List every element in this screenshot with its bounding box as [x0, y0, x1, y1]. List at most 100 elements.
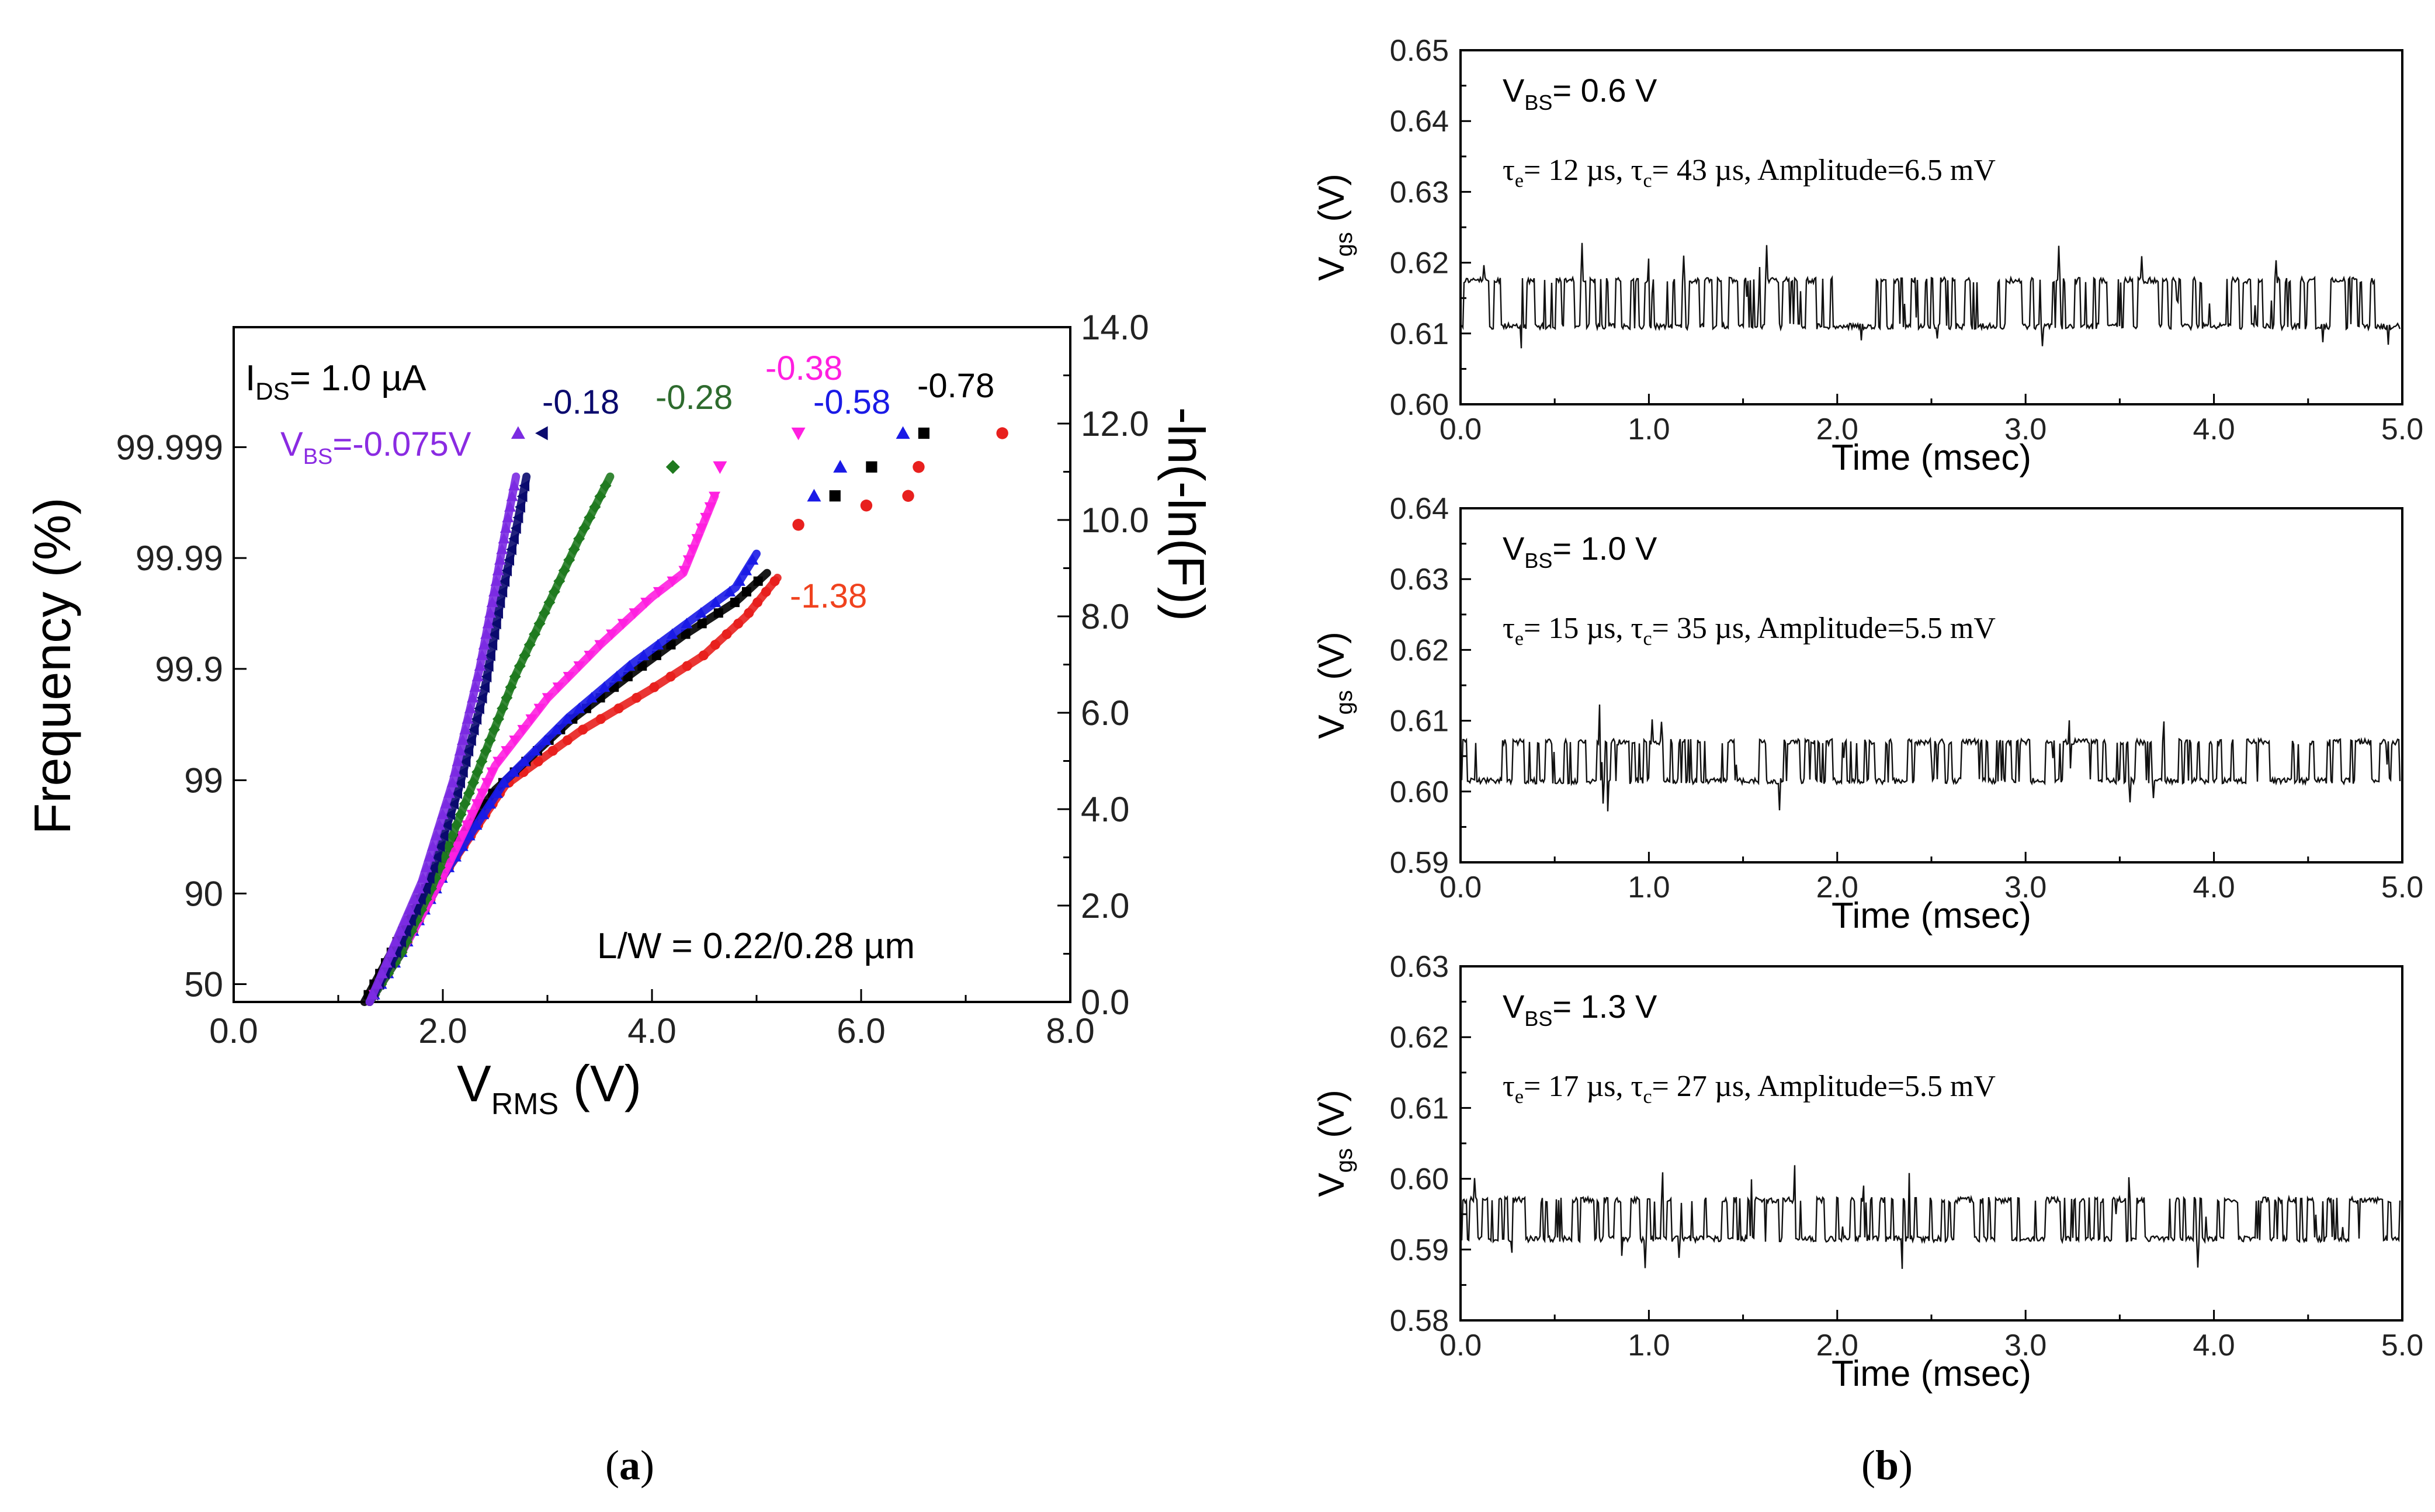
y-tick-label: 0.64 [1390, 492, 1449, 526]
data-point [494, 597, 505, 609]
data-point [476, 649, 488, 660]
data-point [480, 628, 492, 639]
panel-a-chart: 0.0 2.0 4.0 6.0 8.00.02.04.06.08.010.012.014… [23, 308, 1215, 1489]
panel-a-series [360, 426, 1008, 1006]
data-point [710, 640, 720, 650]
data-point [561, 713, 573, 724]
data-point [482, 618, 494, 629]
x-tick-label: 4.0 [2193, 871, 2235, 904]
data-point [595, 714, 606, 724]
data-point [390, 946, 401, 959]
data-point [573, 533, 585, 545]
data-point [463, 830, 476, 841]
data-point [484, 797, 497, 809]
x-tick-label: 4.0 [2193, 1329, 2235, 1362]
data-point [465, 734, 476, 747]
data-point [438, 830, 449, 842]
data-point [529, 628, 541, 640]
data-point [490, 575, 502, 586]
data-point [640, 598, 653, 609]
data-point [471, 671, 484, 682]
data-point [400, 925, 411, 937]
data-point [585, 692, 598, 703]
outlier-point [860, 500, 873, 512]
x-tick-label: 4.0 [2193, 412, 2235, 446]
data-point [652, 639, 664, 650]
panel-a-right-y-axis-title: -ln(-ln(F)) [1157, 407, 1215, 622]
x-tick-label: 0.0 [1440, 871, 1482, 904]
data-point [508, 533, 519, 545]
data-point [501, 564, 512, 577]
y2-tick-label: 10.0 [1081, 501, 1149, 540]
outlier-point [902, 490, 914, 502]
y2-tick-label: 8.0 [1081, 597, 1129, 636]
data-point [463, 787, 475, 799]
y-tick-label: 0.64 [1390, 105, 1449, 138]
y-tick-label: 0.61 [1390, 1091, 1449, 1125]
y2-tick-label: 12.0 [1081, 404, 1149, 443]
data-point [752, 597, 763, 608]
y-tick-label: 0.63 [1390, 950, 1449, 984]
x-tick-label: 2.0 [418, 1011, 467, 1050]
data-point [508, 766, 520, 777]
data-point [695, 607, 707, 618]
y-percent-tick-label: 90 [184, 874, 223, 913]
x-tick-label: 2.0 [1816, 412, 1858, 446]
x-axis-title: Time (msec) [1832, 438, 2031, 478]
data-point [722, 629, 732, 640]
data-point [501, 746, 513, 757]
data-point [506, 490, 518, 501]
y-tick-label: 0.59 [1390, 1233, 1449, 1267]
data-point [578, 522, 591, 535]
vbs-annotation: VBS= 1.0 V [1503, 530, 1657, 573]
y2-tick-label: 2.0 [1081, 886, 1129, 925]
data-point [709, 491, 721, 502]
data-point [477, 809, 490, 820]
x-tick-label: 3.0 [2004, 871, 2046, 904]
outlier-point [829, 490, 841, 502]
data-point [623, 660, 636, 671]
x-tick-label: 5.0 [2381, 871, 2423, 904]
outlier-point [866, 461, 877, 473]
data-point [678, 566, 691, 577]
data-point [733, 575, 745, 586]
data-point [547, 745, 558, 756]
data-point [455, 776, 466, 789]
data-point [457, 734, 469, 745]
data-point [471, 766, 484, 778]
y-tick-label: 0.61 [1390, 705, 1449, 738]
data-point [584, 511, 596, 523]
data-point [697, 619, 707, 629]
data-point [459, 797, 471, 810]
data-point [562, 735, 573, 745]
data-point [463, 745, 474, 757]
outlier-point [996, 427, 1008, 439]
data-point [589, 501, 601, 513]
outlier-point [791, 427, 806, 441]
data-point [516, 490, 528, 502]
series-label-058: -0.58 [813, 383, 890, 421]
data-point [492, 713, 505, 725]
tau-annotation: τe= 17 µs, τc= 27 µs, Amplitude=5.5 mV [1503, 1070, 1996, 1108]
outlier-point [665, 460, 680, 474]
vbs-annotation: VBS= 1.3 V [1503, 988, 1657, 1031]
data-point [480, 745, 492, 757]
data-point [371, 978, 383, 989]
data-point [501, 692, 513, 704]
data-point [448, 797, 459, 810]
data-point [367, 989, 379, 1000]
y-tick-label: 0.62 [1390, 1021, 1449, 1055]
data-point [467, 776, 480, 789]
x-axis-title: Time (msec) [1832, 1354, 2031, 1394]
data-point [519, 480, 530, 492]
data-point [529, 745, 541, 756]
data-point [486, 767, 498, 778]
data-point [473, 702, 484, 715]
data-point [508, 480, 521, 491]
lw-annotation: L/W = 0.22/0.28 µm [597, 926, 915, 966]
data-point [539, 734, 551, 745]
x-tick-label: 0.0 [209, 1011, 258, 1050]
data-point [509, 736, 521, 747]
x-tick-label: 1.0 [1628, 412, 1670, 446]
data-point [484, 649, 495, 661]
